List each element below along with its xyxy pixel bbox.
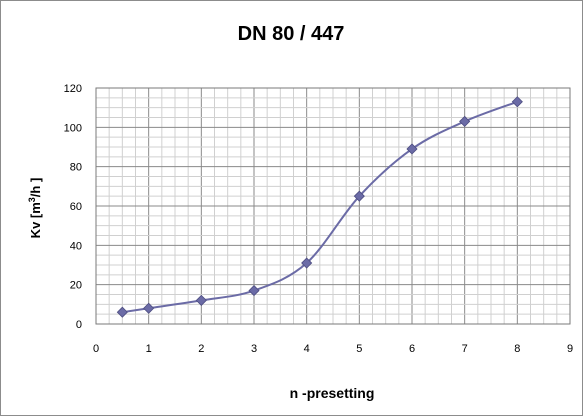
x-tick-label: 8 (514, 343, 520, 355)
y-tick-label: 40 (70, 240, 82, 252)
grid (95, 87, 571, 325)
y-tick-label: 100 (64, 122, 82, 134)
data-point (143, 302, 155, 314)
series-layer (116, 96, 523, 318)
data-point (116, 306, 128, 318)
x-tick-label: 7 (462, 343, 468, 355)
data-point (353, 190, 365, 202)
x-tick-label: 1 (146, 343, 152, 355)
data-point (406, 143, 418, 155)
data-point (511, 96, 523, 108)
x-tick-label: 6 (409, 343, 415, 355)
plot-area (95, 87, 571, 325)
data-point (459, 115, 471, 127)
x-axis: 0 1 2 3 4 5 6 7 8 9 (93, 343, 573, 355)
y-tick-label: 120 (64, 83, 82, 95)
y-axis-label-prefix: Kv [m (28, 202, 43, 238)
y-tick-label: 60 (70, 201, 82, 213)
data-point (301, 257, 313, 269)
chart-title: DN 80 / 447 (238, 23, 345, 45)
x-tick-label: 4 (304, 343, 310, 355)
x-tick-label: 0 (93, 343, 99, 355)
data-point (248, 285, 260, 297)
x-tick-label: 5 (356, 343, 362, 355)
y-axis-label: Kv [m3/h ] (27, 178, 43, 239)
y-tick-label: 0 (76, 319, 82, 331)
y-axis-label-sup: 3 (27, 197, 37, 202)
x-tick-label: 9 (567, 343, 573, 355)
y-axis-label-suffix: /h ] (28, 178, 43, 198)
x-axis-label: n -presetting (290, 385, 375, 401)
plot-border (95, 87, 571, 325)
y-axis: 0 20 40 60 80 100 120 (64, 83, 82, 331)
x-tick-label: 2 (198, 343, 204, 355)
data-point (195, 294, 207, 306)
y-tick-label: 20 (70, 280, 82, 292)
y-tick-label: 80 (70, 162, 82, 174)
x-tick-label: 3 (251, 343, 257, 355)
